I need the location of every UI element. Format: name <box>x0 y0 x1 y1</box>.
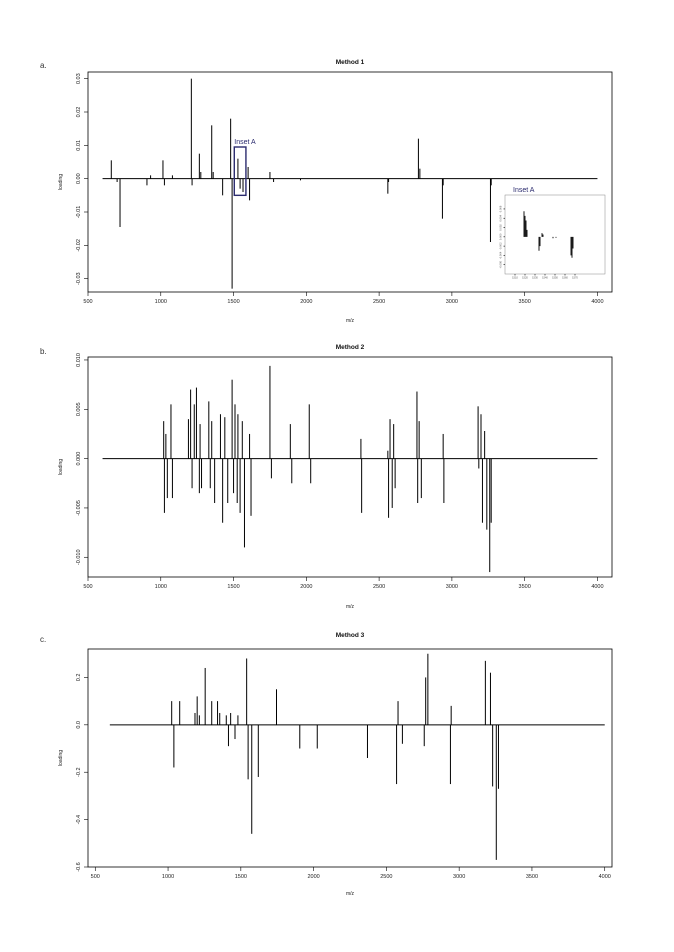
y-axis-ticks: -0.03 -0.02 -0.01 0.00 0.01 0.02 0.03 <box>76 73 88 285</box>
y-axis-label: loading <box>58 174 64 190</box>
x-tick-label: 3000 <box>446 584 458 590</box>
panel-letter: c. <box>40 635 46 644</box>
x-tick-label: 2500 <box>373 584 385 590</box>
x-tick-label: 3500 <box>519 299 531 305</box>
y-tick-label: -0.01 <box>76 206 82 219</box>
panel-letter: a. <box>40 61 47 70</box>
x-axis-ticks: 500 1000 1500 2000 2500 3000 3500 4000 <box>91 867 611 880</box>
inset-spike-series <box>523 211 574 258</box>
inset-title: Inset A <box>513 187 535 194</box>
inset-x-tick-label: 1570 <box>572 276 578 280</box>
x-tick-label: 1500 <box>235 874 247 880</box>
y-tick-label: 0.000 <box>76 452 82 466</box>
x-tick-label: 2000 <box>300 584 312 590</box>
spike-series <box>163 365 492 573</box>
x-tick-label: 2500 <box>380 874 392 880</box>
x-tick-label: 3500 <box>519 584 531 590</box>
plot-frame <box>87 71 613 293</box>
inset-a-box <box>233 146 247 197</box>
plot-frame <box>87 648 613 868</box>
y-tick-label: 0.2 <box>76 674 82 682</box>
x-tick-label: 4000 <box>599 874 611 880</box>
x-tick-label: 500 <box>91 874 100 880</box>
chart-title: Method 3 <box>336 632 365 639</box>
inset-y-tick-label: -0.006 <box>499 260 503 268</box>
inset-a-annotation: Inset A <box>233 139 256 197</box>
x-tick-label: 1500 <box>227 299 239 305</box>
x-tick-label: 3000 <box>446 299 458 305</box>
x-tick-label: 2000 <box>300 299 312 305</box>
inset-x-tick-label: 1520 <box>522 276 528 280</box>
x-axis-label: m/z <box>346 891 355 897</box>
spike-series <box>110 78 492 289</box>
x-tick-label: 1000 <box>155 299 167 305</box>
plot-frame <box>87 356 613 578</box>
y-tick-label: -0.010 <box>76 549 82 565</box>
inset-a-annotation-label: Inset A <box>234 139 256 146</box>
panel-method-2: b. Method 2 500 1000 1500 2000 2500 3000 3500 4… <box>40 344 613 610</box>
inset-y-tick-label: -0.002 <box>499 242 503 250</box>
inset-x-axis-ticks: 1510 1520 1530 1540 1550 1560 1570 <box>512 274 578 280</box>
inset-y-tick-label: 0.004 <box>499 214 503 221</box>
inset-x-tick-label: 1540 <box>542 276 548 280</box>
inset-x-tick-label: 1530 <box>532 276 538 280</box>
x-tick-label: 500 <box>83 299 92 305</box>
inset-frame <box>504 194 606 275</box>
x-axis-label: m/z <box>346 318 355 324</box>
inset-y-tick-label: 0.002 <box>499 224 503 231</box>
x-tick-label: 3500 <box>526 874 538 880</box>
y-tick-label: -0.6 <box>76 862 82 871</box>
y-tick-label: -0.2 <box>76 767 82 776</box>
x-axis-ticks: 500 1000 1500 2000 2500 3000 3500 4000 <box>83 577 604 590</box>
spike-series <box>171 653 499 860</box>
inset-x-tick-label: 1560 <box>562 276 568 280</box>
y-axis-label: loading <box>58 459 64 475</box>
panel-method-3: c. Method 3 500 1000 1500 2000 2500 3000 3500 4… <box>40 632 613 897</box>
panel-letter: b. <box>40 347 47 356</box>
x-tick-label: 500 <box>83 584 92 590</box>
inset-x-tick-label: 1510 <box>512 276 518 280</box>
y-tick-label: -0.03 <box>76 272 82 285</box>
y-tick-label: 0.03 <box>76 73 82 84</box>
x-tick-label: 2000 <box>307 874 319 880</box>
chart-title: Method 2 <box>336 344 365 351</box>
x-tick-label: 3000 <box>453 874 465 880</box>
y-axis-ticks: -0.6 -0.4 -0.2 0.0 0.2 <box>76 674 88 872</box>
inset-y-tick-label: -0.004 <box>499 251 503 259</box>
y-tick-label: -0.4 <box>76 815 82 824</box>
inset-y-axis-ticks: -0.006-0.004-0.002 0.000 0.002 0.004 0.006 <box>499 205 505 268</box>
chart-title: Method 1 <box>336 59 365 66</box>
x-tick-label: 1500 <box>227 584 239 590</box>
inset-x-tick-label: 1550 <box>552 276 558 280</box>
x-tick-label: 2500 <box>373 299 385 305</box>
y-tick-label: -0.005 <box>76 500 82 516</box>
x-tick-label: 1000 <box>155 584 167 590</box>
y-axis-ticks: -0.010 -0.005 0.000 0.005 0.010 <box>76 353 88 565</box>
x-axis-label: m/z <box>346 604 355 610</box>
y-tick-label: 0.01 <box>76 140 82 151</box>
x-tick-label: 4000 <box>591 584 603 590</box>
y-tick-label: 0.005 <box>76 402 82 416</box>
y-tick-label: 0.010 <box>76 353 82 367</box>
y-tick-label: -0.02 <box>76 239 82 252</box>
x-tick-label: 4000 <box>591 299 603 305</box>
y-tick-label: 0.02 <box>76 107 82 118</box>
inset-y-tick-label: 0.000 <box>499 233 503 240</box>
inset-a-chart: Inset A 1510 1520 1530 1540 1550 1560 1570 -0.… <box>499 187 606 280</box>
y-axis-label: loading <box>58 750 64 766</box>
inset-y-tick-label: 0.006 <box>499 205 503 212</box>
y-tick-label: 0.0 <box>76 721 82 729</box>
panel-method-1: a. Method 1 500 1000 1500 2000 2500 3000 3500 4… <box>40 59 613 324</box>
x-tick-label: 1000 <box>162 874 174 880</box>
x-axis-ticks: 500 1000 1500 2000 2500 3000 3500 4000 <box>83 292 604 305</box>
y-tick-label: 0.00 <box>76 173 82 184</box>
